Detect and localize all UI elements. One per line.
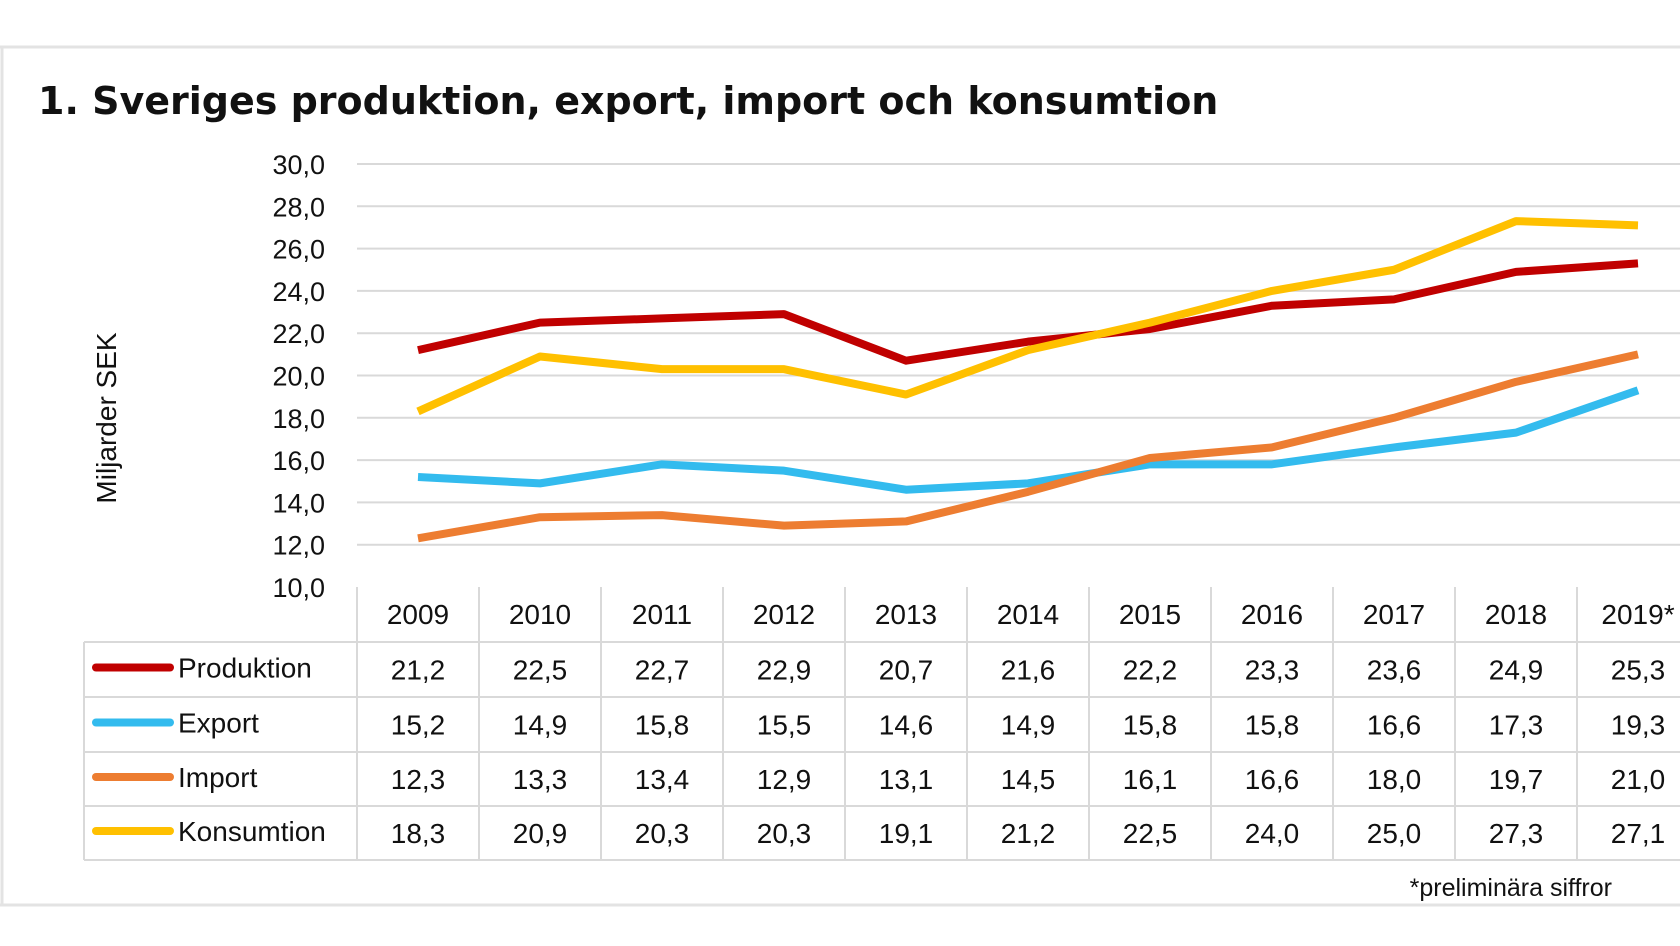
table-cell-value: 22,7 xyxy=(635,655,690,686)
legend-label: Produktion xyxy=(178,653,312,684)
table-header-year: 2009 xyxy=(387,599,449,630)
table-header-year: 2013 xyxy=(875,599,937,630)
table-header-year: 2015 xyxy=(1119,599,1181,630)
y-tick-label: 26,0 xyxy=(272,235,325,265)
table-cell-value: 16,6 xyxy=(1367,710,1422,741)
table-cell-value: 19,1 xyxy=(879,818,934,849)
table-cell-value: 14,6 xyxy=(879,710,934,741)
table-cell-value: 22,9 xyxy=(757,655,812,686)
table-cell-value: 15,5 xyxy=(757,710,812,741)
table-cell-value: 27,3 xyxy=(1489,818,1544,849)
table-cell-value: 16,1 xyxy=(1123,764,1178,795)
table-header-year: 2016 xyxy=(1241,599,1303,630)
table-cell-value: 22,5 xyxy=(513,655,568,686)
table-cell-value: 14,5 xyxy=(1001,764,1056,795)
table-cell-value: 21,6 xyxy=(1001,655,1056,686)
table-cell-value: 22,2 xyxy=(1123,655,1178,686)
table-cell-value: 20,3 xyxy=(635,818,690,849)
footnote: *preliminära siffror xyxy=(1410,874,1612,902)
table-cell-value: 27,1 xyxy=(1611,818,1666,849)
table-cell-value: 21,2 xyxy=(1001,818,1056,849)
table-cell-value: 15,8 xyxy=(1123,710,1178,741)
table-cell-value: 19,7 xyxy=(1489,764,1544,795)
legend-label: Import xyxy=(178,762,258,793)
table-cell-value: 24,9 xyxy=(1489,655,1544,686)
table-cell-value: 17,3 xyxy=(1489,710,1544,741)
y-tick-label: 12,0 xyxy=(272,531,325,561)
table-cell-value: 20,9 xyxy=(513,818,568,849)
table-header-year: 2017 xyxy=(1363,599,1425,630)
table-cell-value: 12,9 xyxy=(757,764,812,795)
table-cell-value: 18,0 xyxy=(1367,764,1422,795)
legend-label: Export xyxy=(178,708,259,739)
chart-title: 1. Sveriges produktion, export, import o… xyxy=(38,79,1218,123)
y-tick-label: 10,0 xyxy=(272,573,325,603)
table-cell-value: 22,5 xyxy=(1123,818,1178,849)
series-line-produktion xyxy=(417,259,1639,365)
table-cell-value: 25,0 xyxy=(1367,818,1422,849)
table-cell-value: 24,0 xyxy=(1245,818,1300,849)
table-header-year: 2010 xyxy=(509,599,571,630)
y-tick-label: 18,0 xyxy=(272,404,325,434)
table-cell-value: 21,0 xyxy=(1611,764,1666,795)
series-line-import xyxy=(417,350,1639,543)
y-axis-label: Miljarder SEK xyxy=(91,332,122,503)
table-cell-value: 13,4 xyxy=(635,764,690,795)
y-tick-label: 22,0 xyxy=(272,319,325,349)
table-header-year: 2012 xyxy=(753,599,815,630)
y-tick-label: 16,0 xyxy=(272,446,325,476)
table-cell-value: 20,3 xyxy=(757,818,812,849)
series-line-export xyxy=(417,386,1640,494)
y-tick-label: 28,0 xyxy=(272,192,325,222)
y-tick-label: 20,0 xyxy=(272,362,325,392)
table-cell-value: 14,9 xyxy=(1001,710,1056,741)
table-cell-value: 16,6 xyxy=(1245,764,1300,795)
series-line-konsumtion xyxy=(416,217,1639,416)
table-cell-value: 23,3 xyxy=(1245,655,1300,686)
legend-label: Konsumtion xyxy=(178,816,326,847)
table-cell-value: 13,1 xyxy=(879,764,934,795)
table-cell-value: 18,3 xyxy=(391,818,446,849)
table-cell-value: 13,3 xyxy=(513,764,568,795)
y-tick-label: 30,0 xyxy=(272,150,325,180)
y-tick-label: 24,0 xyxy=(272,277,325,307)
table-cell-value: 15,8 xyxy=(1245,710,1300,741)
y-tick-label: 14,0 xyxy=(272,488,325,518)
table-cell-value: 14,9 xyxy=(513,710,568,741)
table-cell-value: 20,7 xyxy=(879,655,934,686)
table-cell-value: 19,3 xyxy=(1611,710,1666,741)
table-header-year: 2019* xyxy=(1601,599,1674,630)
table-header-year: 2014 xyxy=(997,599,1059,630)
table-header-year: 2011 xyxy=(632,599,692,630)
table-cell-value: 21,2 xyxy=(391,655,446,686)
table-cell-value: 25,3 xyxy=(1611,655,1666,686)
table-cell-value: 15,8 xyxy=(635,710,690,741)
table-cell-value: 23,6 xyxy=(1367,655,1422,686)
table-cell-value: 15,2 xyxy=(391,710,446,741)
table-header-year: 2018 xyxy=(1485,599,1547,630)
table-cell-value: 12,3 xyxy=(391,764,446,795)
